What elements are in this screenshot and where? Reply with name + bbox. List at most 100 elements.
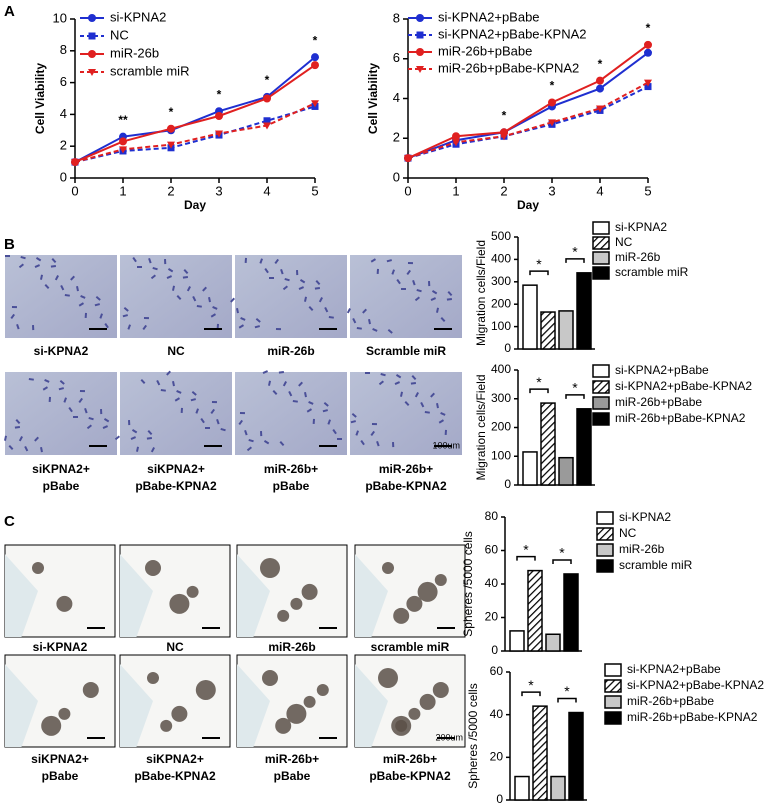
significance-bracket — [557, 697, 577, 703]
marker — [215, 130, 223, 138]
legend-swatch — [592, 236, 610, 250]
cell — [239, 412, 245, 415]
x-tick-label: 0 — [404, 183, 411, 198]
cell — [387, 328, 393, 334]
cell — [414, 296, 421, 302]
scale-label: 200um — [435, 732, 463, 742]
series-line — [407, 44, 649, 160]
sphere — [82, 681, 99, 698]
cell — [60, 285, 65, 291]
legend-swatch — [592, 221, 610, 235]
x-tick-label: 2 — [500, 183, 507, 198]
cell — [48, 396, 52, 402]
legend-label: miR-26b+pBabe-KPNA2 — [438, 60, 579, 75]
micrograph-label: si-KPNA2 — [34, 344, 89, 358]
marker — [88, 50, 96, 58]
y-tick-label: 0 — [491, 643, 498, 657]
cell — [376, 441, 380, 447]
cell — [172, 381, 175, 387]
y-tick-label: 0 — [393, 169, 400, 184]
significance: * — [536, 256, 542, 272]
series-line — [74, 64, 316, 164]
sphere — [275, 717, 292, 734]
bar — [576, 408, 592, 486]
cell — [318, 297, 323, 303]
cell — [190, 398, 196, 402]
significance-bracket — [565, 258, 585, 263]
cell — [34, 264, 41, 268]
cell — [424, 410, 430, 414]
micrograph-label: pBabe — [273, 479, 310, 493]
cell — [127, 324, 131, 330]
bar — [558, 310, 574, 350]
cell — [378, 380, 384, 386]
cell — [88, 417, 94, 421]
sphere — [169, 593, 190, 614]
y-tick-label: 40 — [490, 707, 504, 721]
cell — [212, 305, 218, 310]
cell — [44, 284, 50, 290]
cell — [279, 440, 285, 447]
marker — [311, 61, 319, 70]
micrograph-label: siKPNA2+ — [147, 462, 205, 476]
cell — [70, 275, 75, 281]
x-tick-label: 1 — [119, 183, 126, 198]
cell — [308, 401, 314, 405]
cell — [4, 435, 8, 441]
y-tick-label: 200 — [491, 420, 511, 434]
cell — [260, 430, 263, 437]
sphere — [262, 670, 278, 686]
cell — [122, 314, 129, 318]
cell — [150, 447, 155, 453]
y-tick-label: 10 — [53, 10, 67, 25]
sphere — [290, 597, 303, 610]
micrograph — [120, 255, 232, 338]
legend-label: miR-26b — [619, 542, 665, 556]
y-tick-label: 0 — [496, 792, 503, 804]
sphere — [408, 707, 421, 720]
cell — [84, 312, 87, 318]
legend-swatch — [604, 679, 622, 693]
y-tick-label: 60 — [490, 664, 504, 678]
cell — [262, 370, 269, 374]
y-tick-label: 2 — [60, 138, 67, 153]
cell — [360, 440, 365, 446]
cell — [274, 258, 280, 265]
legend-label: si-KPNA2+pBabe-KPNA2 — [615, 379, 752, 393]
cell — [11, 306, 17, 309]
bar — [514, 775, 530, 801]
y-tick-label: 300 — [491, 391, 511, 405]
cell — [431, 290, 438, 295]
scale-label: 100um — [432, 440, 460, 450]
x-tick-label: 5 — [644, 183, 651, 198]
cell — [182, 276, 189, 279]
cell — [244, 257, 248, 263]
cell — [186, 286, 192, 292]
cell — [40, 274, 43, 280]
micrograph-label: NC — [167, 344, 185, 358]
significance: * — [536, 374, 542, 390]
cell — [166, 370, 171, 376]
legend-swatch — [592, 396, 610, 410]
cell — [259, 258, 263, 264]
cell — [440, 317, 446, 323]
cell — [176, 295, 182, 301]
micrograph-label: miR-26b — [267, 344, 314, 358]
cell — [183, 269, 189, 275]
bar — [568, 711, 584, 801]
micrograph-label: miR-26b+ — [265, 752, 319, 766]
marker — [311, 100, 319, 108]
bar — [545, 633, 561, 652]
x-tick-label: 3 — [548, 183, 555, 198]
bar — [522, 284, 538, 350]
legend-label: miR-26b+pBabe — [627, 694, 714, 708]
cell — [351, 413, 357, 418]
cell — [132, 257, 137, 263]
bar — [558, 456, 574, 486]
legend-label: scramble miR — [619, 558, 693, 572]
cell — [68, 406, 73, 413]
cell — [86, 424, 92, 430]
sphere — [382, 562, 394, 574]
cell — [282, 381, 287, 387]
cell — [306, 408, 312, 413]
